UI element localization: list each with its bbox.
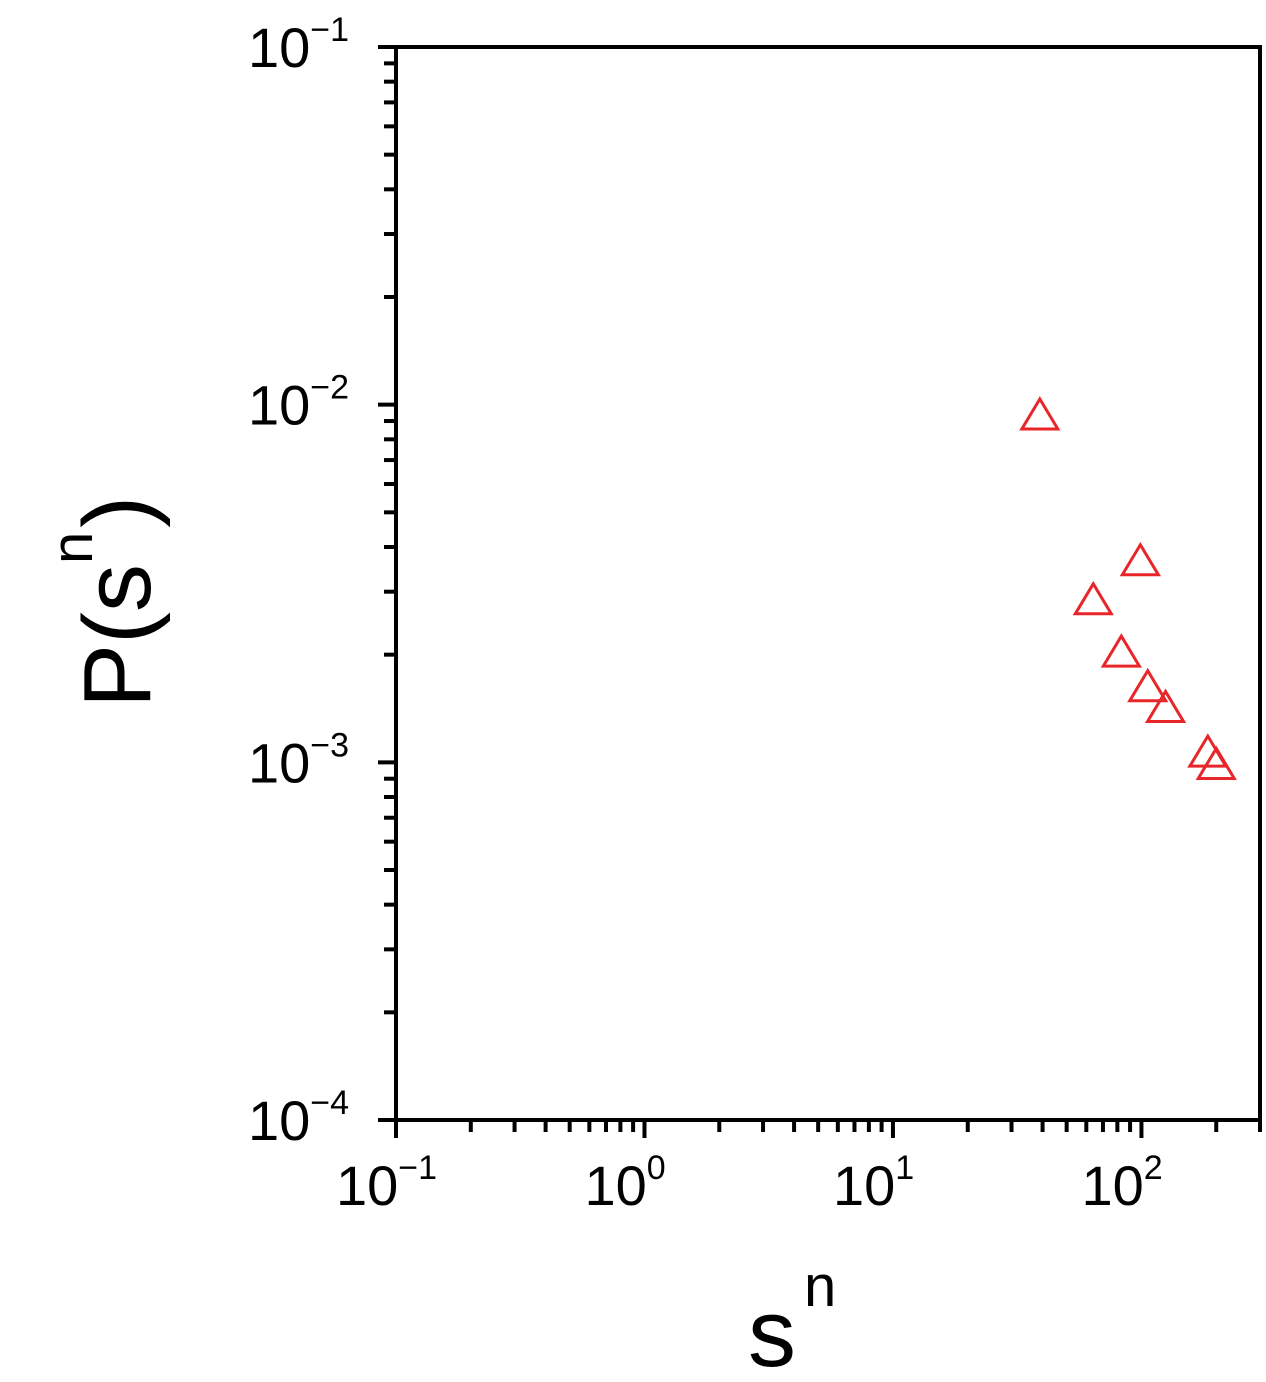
x-tick-label: 102: [1081, 1149, 1162, 1217]
data-point-triangle: [1072, 580, 1114, 616]
y-tick-label: 10−2: [248, 369, 349, 437]
y-tick-label-exp: −1: [310, 11, 349, 49]
x-tick-label: 101: [833, 1149, 914, 1217]
data-point-triangle: [1195, 745, 1237, 780]
data-point-triangle: [1144, 688, 1187, 723]
x-tick-label-base: 10: [336, 1154, 398, 1217]
data-point-triangle: [1127, 667, 1169, 703]
y-tick-label-exp: −3: [310, 726, 349, 764]
x-axis-title-main: s: [748, 1280, 796, 1382]
x-tick-label: 10−1: [336, 1149, 437, 1217]
y-axis-title: P(sn): [40, 496, 171, 708]
x-tick-label: 100: [584, 1149, 665, 1217]
x-tick-label-exp: −1: [398, 1149, 437, 1187]
y-tick-label: 10−1: [248, 11, 349, 79]
x-tick-label-base: 10: [1081, 1154, 1143, 1217]
y-tick-label-exp: −2: [310, 369, 349, 407]
y-tick-label-base: 10: [248, 1089, 310, 1152]
y-tick-label-base: 10: [248, 16, 310, 79]
x-tick-label-exp: 0: [647, 1149, 666, 1187]
x-tick-label-exp: 2: [1144, 1149, 1163, 1187]
x-tick-label-base: 10: [584, 1154, 646, 1217]
y-axis-title-main: P(s: [64, 564, 171, 708]
y-tick-label-base: 10: [248, 731, 310, 794]
data-markers: [1019, 396, 1237, 780]
y-tick-label-exp: −4: [310, 1084, 349, 1122]
y-tick-label-base: 10: [248, 374, 310, 437]
y-tick-label: 10−3: [248, 726, 349, 794]
plot-frame: [394, 45, 1262, 1122]
y-tick-label: 10−4: [248, 1084, 349, 1152]
data-point-triangle: [1100, 633, 1142, 668]
y-axis-title-sup: n: [40, 532, 105, 564]
data-point-triangle: [1119, 541, 1162, 577]
x-tick-label-exp: 1: [895, 1149, 914, 1187]
x-axis-title-sup: n: [804, 1254, 836, 1319]
data-point-triangle: [1019, 396, 1061, 431]
y-axis-title-end: ): [64, 496, 171, 528]
x-tick-label-base: 10: [833, 1154, 895, 1217]
